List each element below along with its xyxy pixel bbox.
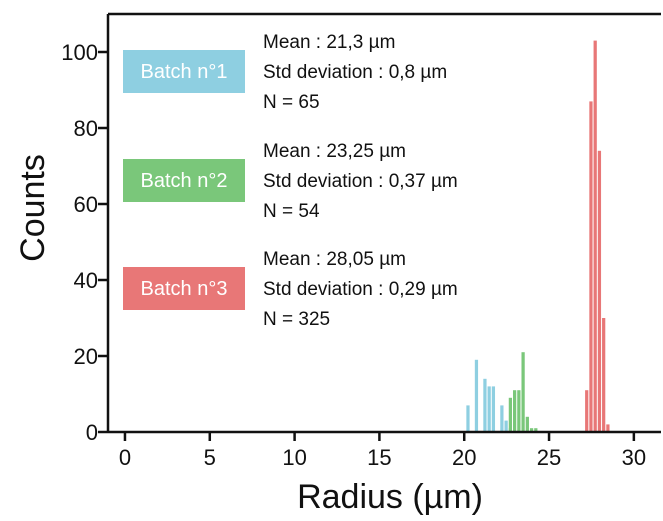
bar-series2-4 [525,416,529,432]
x-tick-label-30: 30 [622,445,646,470]
bar-series2-6 [534,428,538,432]
x-tick-labels: 0 5 10 15 20 25 30 [119,445,646,470]
bar-series3-1 [589,101,593,433]
legend-swatch-batch-1 [123,50,245,93]
legend-label-batch-1: Batch n°1 [141,61,228,83]
bar-series1-6 [504,420,508,432]
stat-line-batch-3-1: Std deviation : 0,29 µm [263,279,458,300]
y-tick-label-40: 40 [74,268,98,293]
legend: Batch n°1 Mean : 21,3 µm Std deviation : 0… [123,32,458,330]
x-tick-label-20: 20 [452,445,476,470]
bar-series1-2 [483,378,487,432]
x-tick-label-5: 5 [204,445,216,470]
x-tick-label-10: 10 [282,445,306,470]
y-axis-title: Counts [14,154,52,262]
y-tick-labels: 0 20 40 60 80 100 [61,40,98,445]
stat-line-batch-2-1: Std deviation : 0,37 µm [263,171,458,192]
legend-swatch-batch-2 [123,159,245,202]
legend-swatch-batch-3 [123,267,245,310]
legend-label-batch-2: Batch n°2 [141,170,228,192]
y-tick-label-60: 60 [74,192,98,217]
bar-series1-3 [487,386,491,432]
stat-line-batch-3-0: Mean : 28,05 µm [263,249,406,270]
stat-line-batch-1-0: Mean : 21,3 µm [263,32,395,53]
stat-line-batch-3-2: N = 325 [263,309,330,330]
stat-line-batch-1-2: N = 65 [263,92,320,113]
x-axis-title: Radius (µm) [297,478,483,516]
bar-series2-0 [508,397,512,432]
y-tick-label-100: 100 [61,40,98,65]
bar-series2-1 [513,390,517,432]
bar-series2-2 [517,390,521,432]
bar-series3-3 [597,150,602,433]
bar-series1-1 [474,359,479,432]
bar-series2-3 [521,352,525,432]
legend-label-batch-3: Batch n°3 [141,278,228,300]
bar-series2-5 [529,428,534,432]
tick-marks [98,50,636,441]
x-tick-label-25: 25 [537,445,561,470]
bar-series3-5 [606,424,610,432]
histogram-bars [466,40,610,433]
x-tick-label-0: 0 [119,445,131,470]
x-tick-label-15: 15 [367,445,391,470]
y-tick-label-0: 0 [86,420,98,445]
stat-line-batch-2-2: N = 54 [263,201,320,222]
y-tick-label-80: 80 [74,116,98,141]
bar-series3-0 [585,390,589,432]
stat-line-batch-2-0: Mean : 23,25 µm [263,141,406,162]
bar-series1-4 [491,386,496,432]
y-tick-label-20: 20 [74,344,98,369]
bar-series1-0 [466,405,470,432]
bar-series3-2 [593,40,597,432]
bar-series3-4 [602,318,606,432]
bar-series1-5 [500,405,504,432]
axes [106,12,661,434]
stat-line-batch-1-1: Std deviation : 0,8 µm [263,62,447,83]
